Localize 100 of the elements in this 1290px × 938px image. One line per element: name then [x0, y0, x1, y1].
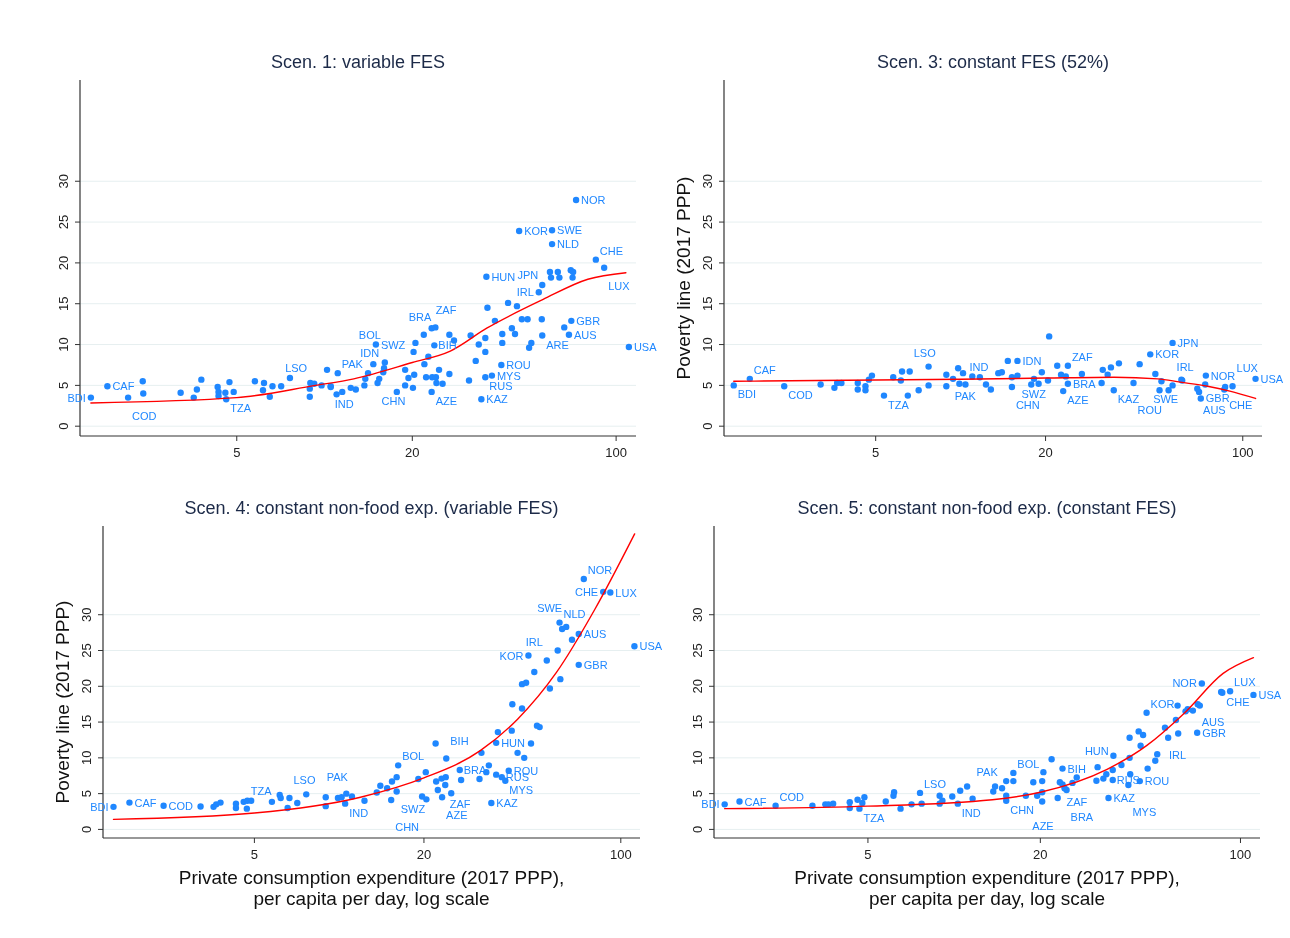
annotation: CAF — [134, 796, 157, 809]
x-tick-label: 100 — [1231, 445, 1254, 460]
annotation: AUS — [583, 628, 607, 641]
annotation: CHN — [381, 394, 406, 407]
y-tick-label: 0 — [700, 422, 715, 430]
annotation: NOR — [1172, 677, 1197, 690]
y-tick-label: 5 — [56, 381, 71, 389]
annotation: LSO — [293, 773, 316, 786]
y-tick-label: 25 — [690, 643, 705, 658]
annotation: BDI — [67, 391, 86, 404]
y-tick-label: 0 — [690, 825, 705, 834]
annotation: LSO — [913, 347, 937, 360]
annotation: IDN — [1022, 354, 1042, 367]
x-tick-label: 5 — [250, 847, 259, 862]
annotation: NLD — [563, 607, 586, 620]
x-tick-label: 20 — [416, 847, 432, 862]
annotation: CHE — [1229, 399, 1253, 412]
annotation: GBR — [1205, 392, 1230, 405]
x-tick-label: 5 — [233, 445, 241, 460]
y-tick-label: 15 — [690, 714, 705, 730]
annotation: KAZ — [496, 796, 519, 809]
annotation: IND — [349, 806, 369, 819]
annotation: TZA — [250, 784, 273, 797]
y-tick-label: 20 — [690, 679, 705, 694]
annotation: KOR — [1155, 348, 1180, 361]
y-tick-label: 5 — [79, 790, 94, 798]
y-tick-label: 25 — [56, 214, 71, 230]
annotation: AZE — [1032, 819, 1054, 832]
y-tick-label: 5 — [690, 790, 705, 798]
annotation: BDI — [90, 800, 109, 813]
x-tick-label: 20 — [1038, 445, 1053, 460]
annotation: KOR — [1150, 697, 1175, 710]
annotation: TZA — [230, 402, 252, 415]
x-tick-label: 5 — [864, 847, 872, 862]
y-tick-label: 15 — [56, 296, 71, 311]
annotation: PAK — [954, 390, 977, 403]
annotation: GBR — [1202, 726, 1227, 739]
annotation: CAF — [112, 380, 135, 393]
annotation: BDI — [737, 388, 757, 401]
annotation: SWE — [537, 601, 563, 614]
y-tick-label: 30 — [79, 607, 94, 622]
annotation: IRL — [1169, 748, 1187, 761]
annotation: BOL — [358, 328, 381, 341]
annotation: IDN — [360, 347, 380, 360]
annotation: COD — [132, 409, 157, 422]
annotation: ROU — [1137, 403, 1163, 416]
annotation: CHE — [1226, 695, 1250, 708]
annotation: ZAF — [1066, 796, 1088, 809]
annotation: CHN — [1010, 803, 1035, 816]
annotation: GBR — [576, 314, 601, 327]
annotation: IRL — [525, 635, 543, 648]
annotation: LSO — [924, 777, 947, 790]
annotation: IND — [969, 360, 989, 373]
y-tick-label: 5 — [700, 381, 715, 389]
annotation: ZAF — [435, 304, 457, 317]
annotation: JPN — [517, 268, 539, 281]
annotation: SWZ — [400, 803, 426, 816]
annotation: MYS — [509, 783, 534, 796]
annotation: CHN — [395, 821, 420, 834]
y-tick-label: 20 — [56, 255, 71, 271]
x-tick-label: 20 — [405, 445, 420, 460]
y-tick-label: 15 — [700, 296, 715, 311]
annotation: ZAF — [449, 798, 471, 811]
y-tick-label: 10 — [700, 337, 715, 352]
y-tick-label: 20 — [79, 679, 94, 694]
annotation: BIH — [438, 339, 457, 352]
chart-title: Scen. 1: variable FES — [270, 52, 446, 72]
x-tick-label: 100 — [605, 445, 627, 460]
y-tick-label: 10 — [690, 750, 705, 766]
annotation: USA — [1258, 688, 1282, 701]
y-tick-label: 20 — [700, 255, 715, 271]
annotation: BOL — [402, 750, 425, 763]
annotation: RUS — [489, 380, 513, 393]
annotation: CAF — [753, 363, 777, 376]
annotation: JPN — [1177, 336, 1199, 349]
annotation: NOR — [1210, 369, 1236, 382]
chart-title: Scen. 4: constant non-food exp. (variable FES) — [184, 498, 559, 518]
y-tick-label: 0 — [56, 422, 71, 430]
annotation: KOR — [499, 649, 524, 662]
x-axis-title: Private consumption expenditure (2017 PPP), per capita per day, log scale — [178, 867, 565, 909]
annotation: BOL — [1017, 757, 1040, 770]
annotation: AZE — [1067, 394, 1089, 407]
y-axis-title: Poverty line (2017 PPP) — [673, 176, 694, 380]
annotation: AUS — [1201, 716, 1225, 729]
chart-title: Scen. 3: constant FES (52%) — [876, 52, 1110, 72]
annotation: IRL — [516, 286, 534, 299]
annotation: IND — [334, 398, 354, 411]
annotation: ARE — [546, 338, 569, 351]
annotation: HUN — [1084, 745, 1109, 758]
annotation: LUX — [1234, 676, 1257, 689]
y-tick-label: 10 — [79, 750, 94, 766]
annotation: COD — [779, 790, 805, 803]
annotation: SWE — [557, 224, 583, 237]
annotation: COD — [168, 799, 194, 812]
annotation: NOR — [581, 194, 606, 207]
annotation: PAK — [976, 765, 999, 778]
x-axis-title: Private consumption expenditure (2017 PPP), per capita per day, log scale — [794, 867, 1180, 909]
annotation: USA — [1260, 372, 1284, 385]
annotation: AUS — [1203, 403, 1226, 416]
annotation: SWE — [1153, 393, 1179, 406]
